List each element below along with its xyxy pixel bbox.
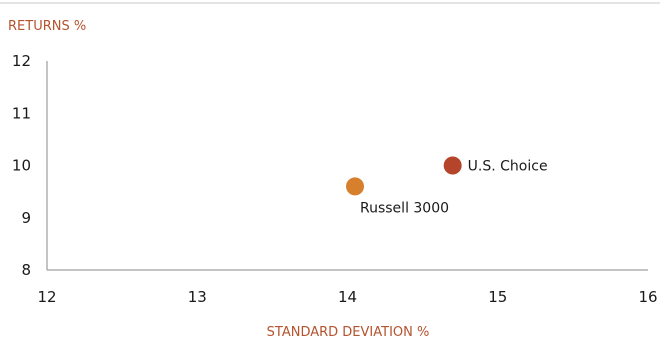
data-point-label: U.S. Choice (468, 159, 548, 175)
y-tick-labels: 8 9 10 11 12 (12, 52, 31, 279)
y-tick-label: 10 (12, 157, 31, 175)
x-tick-label: 14 (338, 288, 357, 306)
y-axis-title: RETURNS % (8, 19, 86, 34)
y-tick-label: 11 (12, 104, 31, 122)
x-tick-label: 12 (37, 288, 56, 306)
y-tick-label: 12 (12, 52, 31, 70)
data-point-label: Russell 3000 (360, 200, 449, 216)
x-tick-label: 15 (488, 288, 507, 306)
y-tick-label: 8 (21, 261, 31, 279)
x-tick-labels: 12 13 14 15 16 (37, 288, 657, 306)
x-tick-label: 16 (638, 288, 657, 306)
x-axis-title: STANDARD DEVIATION % (267, 325, 430, 340)
x-tick-label: 13 (188, 288, 207, 306)
data-point (443, 156, 462, 175)
data-points: U.S. Choice Russell 3000 (346, 156, 548, 216)
data-point (346, 177, 365, 196)
y-tick-label: 9 (21, 209, 31, 227)
